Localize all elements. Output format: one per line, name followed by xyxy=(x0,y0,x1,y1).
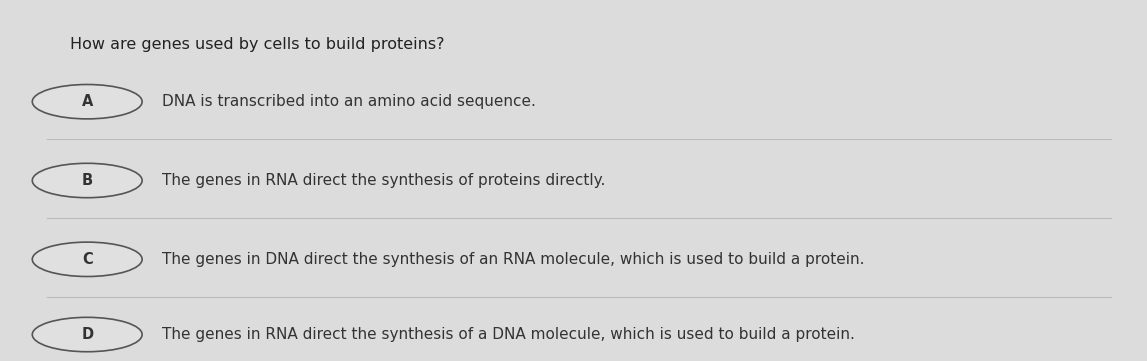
Circle shape xyxy=(32,242,142,277)
Text: The genes in RNA direct the synthesis of proteins directly.: The genes in RNA direct the synthesis of… xyxy=(162,173,604,188)
Text: How are genes used by cells to build proteins?: How are genes used by cells to build pro… xyxy=(70,37,445,52)
Text: B: B xyxy=(81,173,93,188)
Text: The genes in RNA direct the synthesis of a DNA molecule, which is used to build : The genes in RNA direct the synthesis of… xyxy=(162,327,855,342)
Circle shape xyxy=(32,317,142,352)
Circle shape xyxy=(32,163,142,198)
Circle shape xyxy=(32,84,142,119)
Text: The genes in DNA direct the synthesis of an RNA molecule, which is used to build: The genes in DNA direct the synthesis of… xyxy=(162,252,864,267)
Text: D: D xyxy=(81,327,93,342)
Text: DNA is transcribed into an amino acid sequence.: DNA is transcribed into an amino acid se… xyxy=(162,94,536,109)
Text: A: A xyxy=(81,94,93,109)
Text: C: C xyxy=(81,252,93,267)
